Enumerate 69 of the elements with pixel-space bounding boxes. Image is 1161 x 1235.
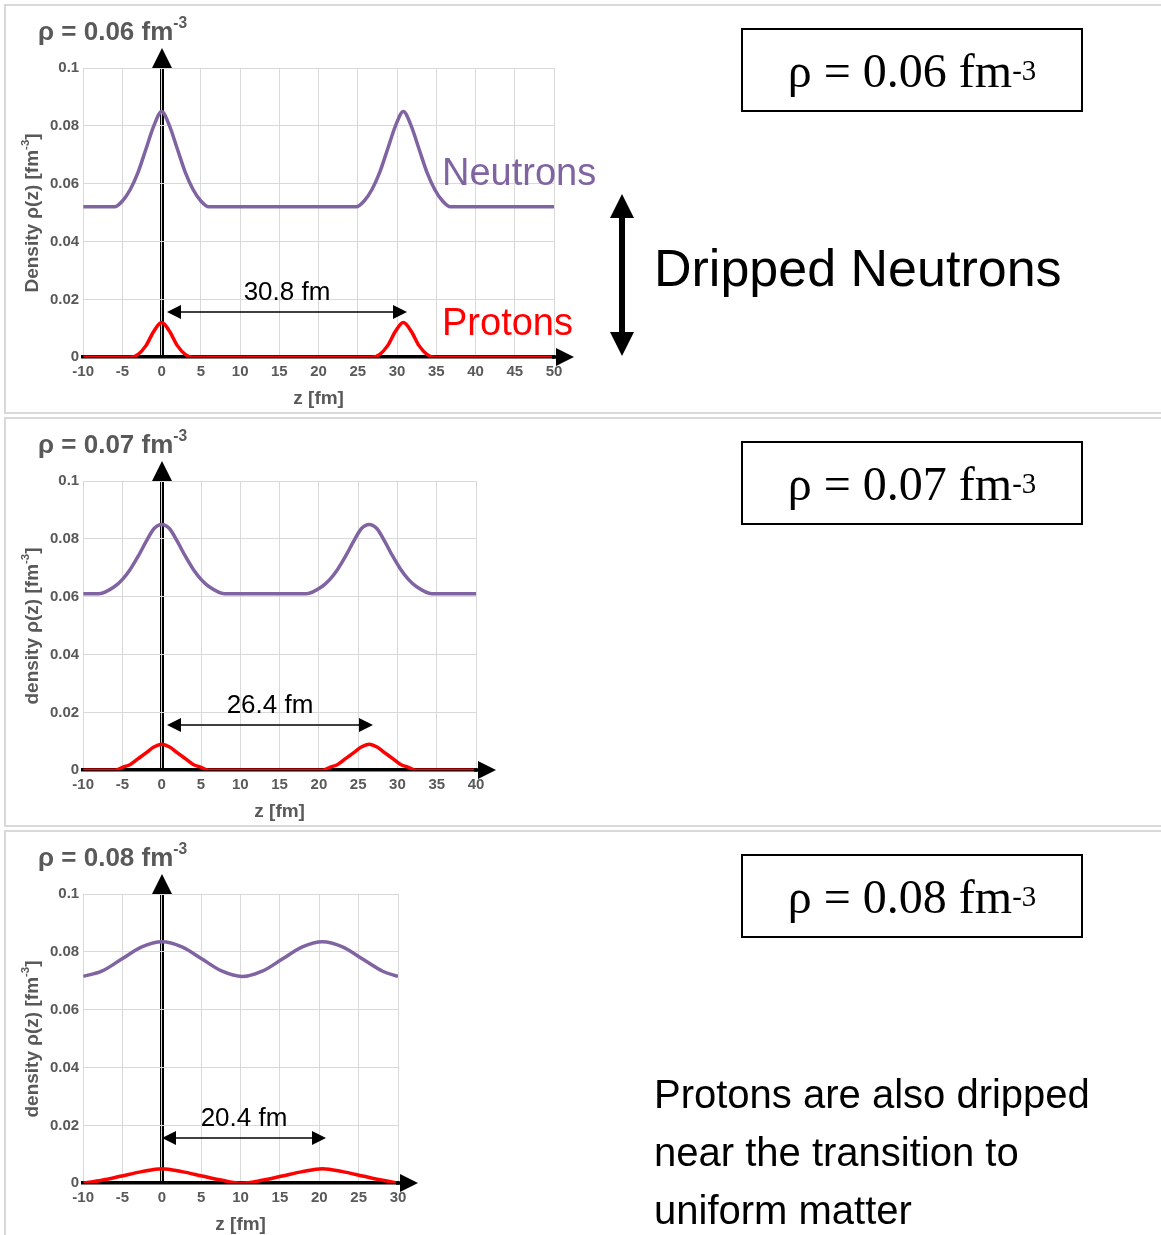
y-tick-label: 0.1 — [58, 58, 80, 76]
y-tick-label: 0.02 — [49, 289, 80, 307]
y-tick-label: 0 — [70, 760, 80, 778]
x-tick-label: 25 — [349, 775, 367, 793]
y-tick-label: 0 — [70, 347, 80, 365]
x-tick-label: 5 — [196, 775, 206, 793]
y-tick-label: 0.06 — [49, 586, 80, 604]
x-tick-label: 10 — [232, 1188, 249, 1206]
y-tick-label: 0.08 — [49, 115, 80, 133]
x-tick-label: 45 — [506, 362, 524, 380]
x-tick-label: -10 — [72, 775, 95, 793]
x-tick-label: 40 — [467, 775, 485, 793]
y-tick-label: 0.02 — [49, 1115, 80, 1133]
annotation: 26.4 fm — [226, 689, 314, 721]
chart-title: ρ = 0.06 fm$^{-3}$ — [38, 14, 188, 47]
x-axis-title: z [fm] — [293, 386, 344, 408]
x-tick-label: 35 — [428, 775, 446, 793]
series-label: Protons — [442, 301, 573, 344]
x-tick-label: 15 — [271, 362, 288, 380]
x-tick-label: 0 — [157, 775, 166, 793]
text: Dripped Neutrons — [654, 239, 1063, 297]
y-tick-label: 0.1 — [58, 884, 80, 902]
text: ρ = 0.06 fm$^{-3}$ — [741, 28, 1083, 112]
chart-title: ρ = 0.08 fm$^{-3}$ — [38, 840, 188, 873]
annotation: 20.4 fm — [200, 1102, 288, 1134]
y-tick-label: 0.06 — [49, 173, 80, 191]
x-tick-label: 10 — [231, 775, 249, 793]
line-series — [83, 522, 476, 596]
y-tick-label: 0.06 — [49, 999, 80, 1017]
x-tick-label: 15 — [271, 775, 288, 793]
x-tick-label: -10 — [72, 1188, 95, 1206]
x-tick-label: 35 — [427, 362, 445, 380]
chart-title: ρ = 0.07 fm$^{-3}$ — [38, 427, 188, 460]
x-tick-label: 5 — [197, 1188, 206, 1206]
x-tick-label: 20 — [310, 1188, 328, 1206]
x-tick-label: 5 — [196, 362, 206, 380]
x-axis-title: z [fm] — [254, 799, 305, 821]
x-tick-label: 20 — [310, 775, 328, 793]
x-tick-label: 10 — [231, 362, 249, 380]
y-tick-label: 0.04 — [49, 1057, 80, 1075]
x-tick-label: 50 — [545, 362, 563, 380]
text: ρ = 0.08 fm$^{-3}$ — [741, 854, 1083, 938]
y-tick-label: 0.04 — [49, 644, 80, 662]
x-tick-label: -5 — [115, 362, 130, 380]
y-tick-label: 0.08 — [49, 528, 80, 546]
x-tick-label: 30 — [388, 362, 406, 380]
text: Protons are also dripped near the transition to uniform matter — [654, 1071, 1091, 1234]
x-tick-label: -5 — [115, 1188, 130, 1206]
y-tick-label: 0.02 — [49, 702, 80, 720]
line-series — [83, 939, 398, 979]
y-tick-label: 0.04 — [49, 231, 80, 249]
x-tick-label: 25 — [349, 362, 367, 380]
x-axis-title: z [fm] — [215, 1212, 266, 1234]
x-tick-label: 30 — [389, 1188, 407, 1206]
x-tick-label: -5 — [115, 775, 130, 793]
x-tick-label: -10 — [72, 362, 95, 380]
series-label: Neutrons — [442, 150, 597, 193]
x-tick-label: 30 — [389, 775, 406, 793]
x-tick-label: 15 — [271, 1188, 289, 1206]
x-tick-label: 40 — [467, 362, 484, 380]
annotation: 30.8 fm — [243, 276, 331, 308]
x-tick-label: 0 — [157, 1188, 167, 1206]
y-tick-label: 0.08 — [49, 941, 80, 959]
x-tick-label: 0 — [157, 362, 166, 380]
text: ρ = 0.07 fm$^{-3}$ — [741, 441, 1083, 525]
x-tick-label: 25 — [350, 1188, 367, 1206]
y-tick-label: 0 — [70, 1173, 80, 1191]
x-tick-label: 20 — [310, 362, 327, 380]
y-tick-label: 0.1 — [58, 471, 80, 489]
